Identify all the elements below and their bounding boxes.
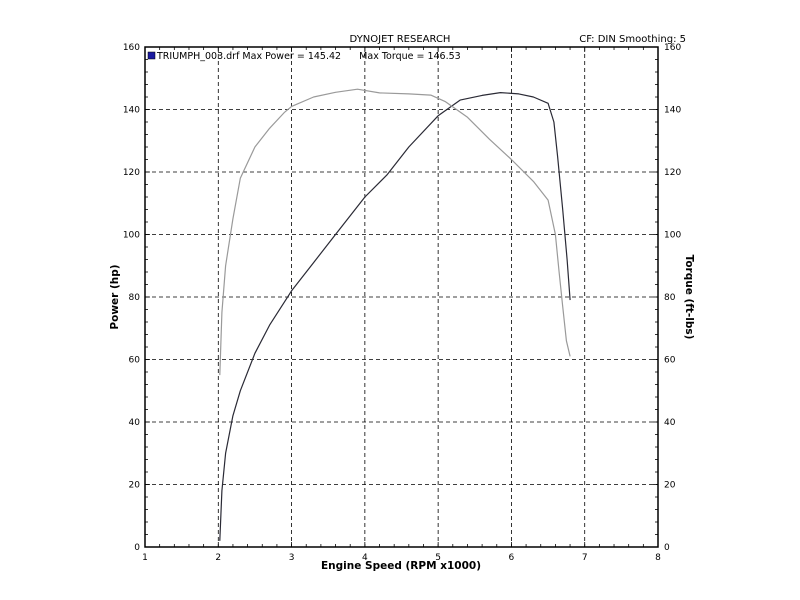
y-right-tick-label: 20 [664,481,676,491]
y-right-tick-label: 100 [664,231,681,241]
y-right-tick-label: 40 [664,418,676,428]
x-tick-label: 5 [435,553,441,563]
series-line-right [219,88,571,376]
y-left-tick-label: 100 [123,231,140,241]
chart-title: DYNOJET RESEARCH [350,34,451,45]
x-tick-label: 7 [582,553,588,563]
x-axis-label: Engine Speed (RPM x1000) [321,560,481,572]
y-left-tick-label: 20 [129,481,141,491]
y-right-tick-label: 120 [664,168,681,178]
series-line-left [219,91,571,541]
x-tick-label: 3 [289,553,295,563]
grid-lines [145,47,658,547]
y-left-tick-labels: 0 20 40 60 80 100 120 140 160 [123,43,140,553]
y-right-tick-label: 140 [664,106,681,116]
legend-swatch [147,51,156,60]
y-right-tick-label: 160 [664,43,681,53]
y-left-tick-label: 60 [129,356,141,366]
x-tick-labels: 1 2 3 4 5 6 7 8 [142,553,661,563]
y-left-tick-label: 80 [129,293,141,303]
settings-label: CF: DIN Smoothing: 5 [579,34,686,45]
x-tick-label: 6 [509,553,515,563]
y-right-tick-label: 80 [664,293,676,303]
y-right-tick-label: 0 [664,543,670,553]
x-tick-label: 2 [215,553,221,563]
y-left-tick-label: 120 [123,168,140,178]
y-right-axis-label: Torque (ft-lbs) [683,255,695,340]
legend-label: TRIUMPH_003.drf Max Power = 145.42 Max T… [156,51,461,62]
y-left-tick-label: 40 [129,418,141,428]
y-left-axis-label: Power (hp) [109,264,121,329]
y-left-tick-label: 140 [123,106,140,116]
y-right-tick-labels: 0 20 40 60 80 100 120 140 160 [664,43,681,553]
x-tick-label: 1 [142,553,148,563]
y-left-tick-label: 0 [134,543,140,553]
series-lines [219,88,571,541]
y-right-tick-label: 60 [664,356,676,366]
y-left-tick-label: 160 [123,43,140,53]
x-tick-label: 4 [362,553,368,563]
plot-frame [144,46,659,548]
x-tick-label: 8 [655,553,661,563]
